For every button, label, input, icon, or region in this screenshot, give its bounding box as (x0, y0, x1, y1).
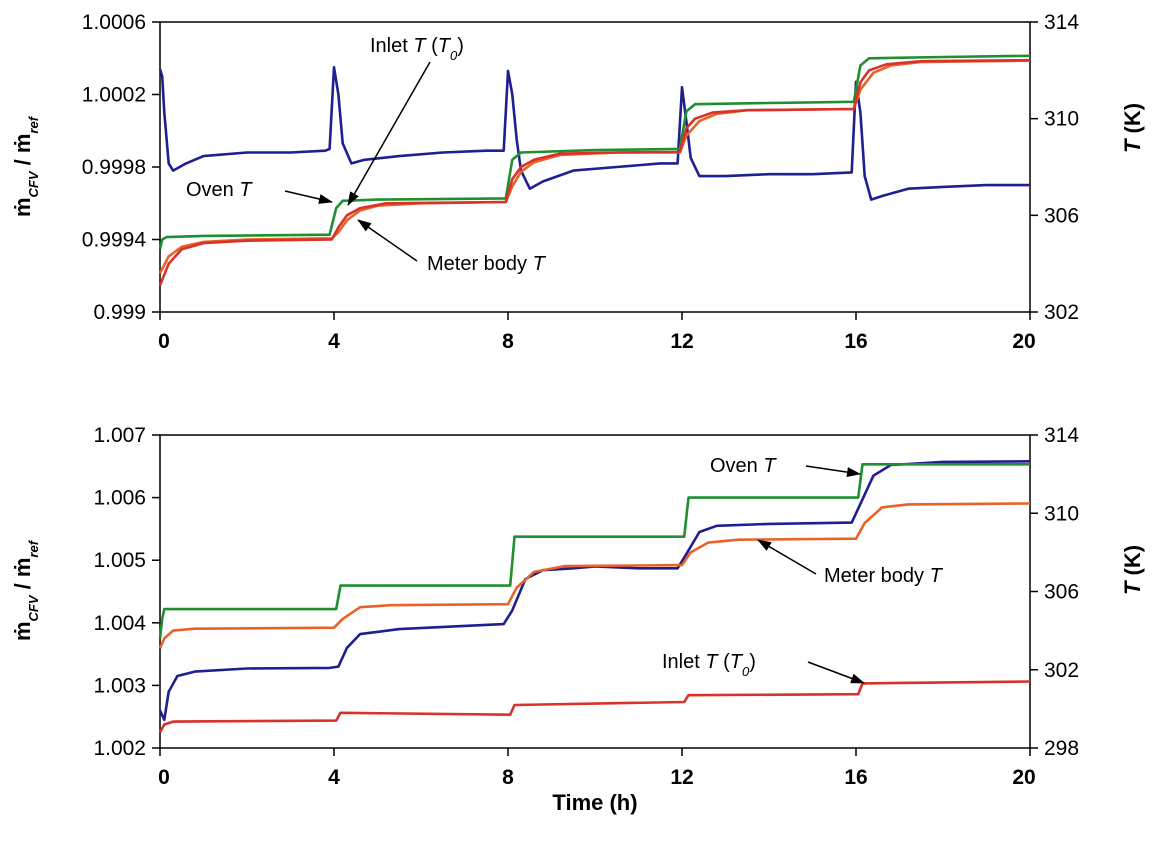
y-left-tick-label: 1.0006 (82, 11, 146, 34)
y-left-label-base2: ṁ (10, 134, 35, 154)
y-left-tick-label: 0.999 (93, 301, 146, 324)
plot-area-top (159, 21, 1031, 313)
y-left-tick-label: 1.003 (93, 674, 146, 697)
y-right-axis-label-bottom: T (K) (1120, 545, 1145, 595)
arrow-meter-top (357, 219, 418, 262)
y-right-tick-label: 306 (1044, 204, 1079, 227)
y-left-axis-label-top: ṁCFV / ṁref (10, 115, 41, 217)
y-right-axis-label-top: T (K) (1120, 103, 1145, 153)
y-right-tick-label: 310 (1044, 502, 1079, 525)
y-right-tick-label: 302 (1044, 659, 1079, 682)
y-left-tick-label: 1.006 (93, 487, 146, 510)
y-right-tick-label: 314 (1044, 11, 1079, 34)
x-tick-label: 4 (328, 766, 340, 789)
x-tick-label: 12 (670, 330, 693, 353)
x-tick-label: 8 (502, 330, 514, 353)
y-left-ticks-top: 0.999 0.9994 0.9998 1.0002 1.0006 (82, 11, 160, 324)
y-right-label-var: T (1120, 138, 1145, 153)
series-line-2 (158, 502, 1031, 649)
y-right-ticks-bottom: 298 302 306 310 314 (1030, 424, 1079, 760)
chart-bottom: 1.002 1.003 1.004 1.005 1.006 1.007 298 302 306… (10, 424, 1145, 815)
y-left-tick-label: 1.004 (93, 612, 146, 635)
y-left-label-sep: / (10, 153, 35, 171)
y-left-label-sub: CFV (26, 170, 41, 197)
y-left-tick-label: 0.9998 (82, 156, 146, 179)
series-line-0 (158, 460, 1031, 722)
y-left-tick-label: 1.002 (93, 737, 146, 760)
x-ticks-top: 0 4 8 12 16 20 (158, 312, 1036, 353)
arrow-oven-top (284, 190, 333, 204)
y-right-label-unit: (K) (1120, 103, 1145, 140)
y-left-axis-label-bottom: ṁCFV / ṁref (10, 539, 41, 641)
annotation-meter-bottom: Meter body T (824, 565, 944, 587)
x-tick-label: 20 (1012, 330, 1035, 353)
annotations-top: Inlet T (T0) Oven T Meter body T (186, 35, 547, 275)
y-right-tick-label: 306 (1044, 581, 1079, 604)
x-tick-label: 20 (1012, 766, 1035, 789)
arrow-inlet-top (347, 61, 431, 206)
arrow-oven-bottom (805, 465, 861, 478)
y-left-ticks-bottom: 1.002 1.003 1.004 1.005 1.006 1.007 (93, 424, 160, 760)
y-right-ticks-top: 302 306 310 314 (1030, 11, 1079, 324)
x-tick-label: 12 (670, 766, 693, 789)
y-left-tick-label: 1.005 (93, 549, 146, 572)
annotation-oven-bottom: Oven T (710, 455, 777, 477)
y-left-tick-label: 0.9994 (82, 229, 147, 252)
y-left-tick-label: 1.007 (93, 424, 146, 447)
x-tick-label: 16 (844, 766, 867, 789)
x-tick-label: 0 (158, 330, 170, 353)
x-tick-label: 8 (502, 766, 514, 789)
y-left-label-base: ṁ (10, 197, 35, 217)
series-line-1 (158, 463, 1030, 639)
x-ticks-bottom: 0 4 8 12 16 20 (158, 748, 1036, 789)
annotation-oven-top: Oven T (186, 179, 253, 201)
annotation-meter-top: Meter body T (427, 253, 547, 275)
annotations-bottom: Oven T Meter body T Inlet T (T0) (662, 455, 944, 684)
series-group-top (158, 54, 1031, 286)
series-line-3 (158, 680, 1031, 733)
x-tick-label: 16 (844, 330, 867, 353)
y-right-tick-label: 298 (1044, 737, 1079, 760)
y-right-tick-label: 302 (1044, 301, 1079, 324)
series-line-1 (158, 54, 1031, 250)
arrow-inlet-bottom (807, 661, 865, 684)
plot-area-bottom (159, 434, 1031, 749)
y-right-tick-label: 310 (1044, 108, 1079, 131)
y-left-tick-label: 1.0002 (82, 84, 146, 107)
series-line-3 (158, 58, 1031, 286)
y-right-tick-label: 314 (1044, 424, 1079, 447)
annotation-inlet-top: Inlet T (T0) (370, 35, 464, 63)
series-group-bottom (158, 460, 1031, 733)
x-tick-label: 0 (158, 766, 170, 789)
y-left-label-sub2: ref (26, 115, 41, 133)
arrow-meter-bottom (757, 539, 817, 575)
x-tick-label: 4 (328, 330, 340, 353)
annotation-inlet-bottom: Inlet T (T0) (662, 651, 756, 679)
x-axis-label-bottom: Time (h) (552, 790, 637, 815)
